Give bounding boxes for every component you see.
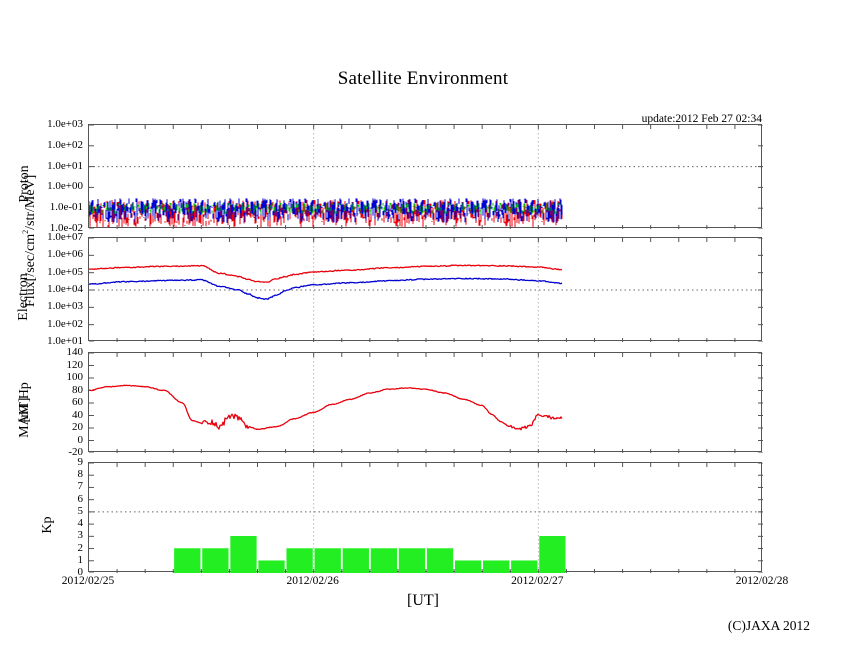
xtick-label: 2012/02/26 [286, 575, 339, 587]
ytick-label: 1.0e-02 [49, 222, 83, 234]
ytick-label: 60 [72, 396, 83, 408]
ytick-label: 100 [66, 371, 84, 383]
panel-mam-hp [88, 352, 763, 453]
ytick-label: 1.0e+00 [47, 180, 83, 193]
panel-electron [88, 237, 763, 342]
ytick-label: 140 [66, 346, 84, 358]
ytick-label: 1.0e+03 [47, 118, 83, 130]
ytick-label: 2 [77, 541, 84, 554]
xaxis-title: [UT] [407, 592, 439, 609]
ytick-label: 1.0e+01 [47, 159, 83, 172]
kp-bar [370, 548, 398, 573]
xtick-label: 2012/02/28 [735, 575, 789, 587]
yaxis-label-mam-hp-2: [nT] [17, 397, 32, 423]
ytick-label: 1.0e+03 [47, 300, 83, 313]
ytick-label: 7 [77, 480, 84, 493]
ytick-label: 1.0e+02 [47, 317, 83, 330]
ytick-label: 4 [77, 517, 84, 530]
ytick-label: 0 [77, 566, 84, 578]
xtick-label: 2012/02/27 [511, 575, 564, 587]
ytick-label: 1.0e+01 [47, 335, 83, 347]
electron-red-trace [89, 264, 563, 283]
yaxis-label-proton: Proton [17, 165, 32, 203]
ytick-label: 1.0e+04 [47, 283, 83, 295]
ytick-label: 6 [77, 492, 84, 505]
kp-bar [454, 560, 482, 573]
panel-kp [88, 462, 763, 573]
ytick-label: 80 [72, 383, 83, 396]
ytick-label: 3 [77, 529, 84, 542]
kp-bar [174, 548, 201, 573]
kp-bar [539, 536, 566, 573]
ytick-label: 1 [77, 553, 84, 566]
yaxis-label-kp: Kp [40, 516, 55, 534]
panel-proton [88, 124, 763, 229]
ytick-label: 1.0e-01 [49, 201, 83, 214]
yaxis-label-electron: Electron [16, 273, 31, 321]
mam-hp-trace [89, 384, 563, 431]
ytick-label: 120 [66, 358, 84, 371]
electron-blue-trace [89, 277, 563, 301]
ytick-label: 40 [72, 408, 83, 421]
update-timestamp: update:2012 Feb 27 02:34 [641, 113, 762, 125]
ytick-label: 5 [77, 504, 84, 517]
ytick-label: 0 [77, 433, 84, 446]
ytick-label: 8 [77, 468, 84, 481]
kp-bar [342, 548, 369, 573]
page-title: Satellite Environment [337, 68, 509, 89]
copyright-notice: (C)JAXA 2012 [727, 618, 810, 633]
kp-bar [511, 560, 538, 573]
kp-bar [258, 560, 285, 573]
kp-bar [286, 548, 313, 573]
ytick-label: 20 [72, 421, 83, 433]
yaxis-label-flux-sup: 2 [21, 229, 31, 234]
kp-bar [483, 560, 510, 573]
ytick-label: 1.0e+02 [47, 138, 83, 151]
ytick-label: 1.0e+07 [47, 231, 83, 243]
ytick-label: 9 [77, 456, 84, 468]
kp-bar [398, 548, 426, 573]
kp-bar [202, 548, 229, 573]
proton-trace-group [89, 125, 763, 229]
kp-bar [426, 548, 454, 573]
ytick-label: -20 [68, 446, 83, 458]
xtick-label: 2012/02/25 [61, 575, 115, 587]
kp-bar [230, 536, 257, 573]
kp-bar [314, 548, 341, 573]
ytick-label: 1.0e+05 [47, 265, 83, 278]
ytick-label: 1.0e+06 [47, 248, 83, 261]
